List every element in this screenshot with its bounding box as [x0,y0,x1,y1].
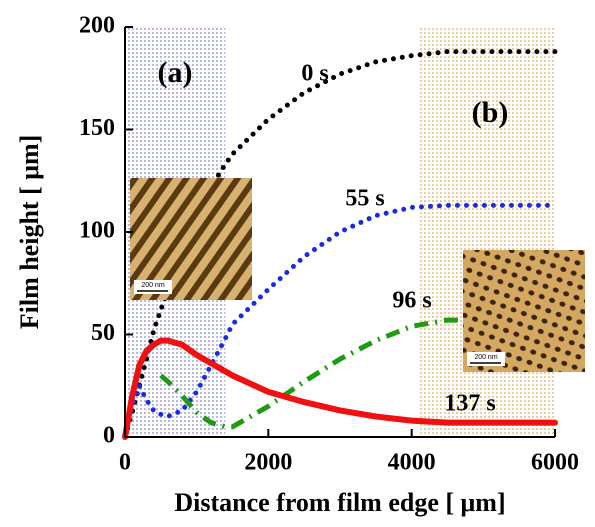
scale-label: 200 nm [474,354,498,361]
region-label: (b) [472,96,509,129]
series-label: 96 s [392,288,431,314]
series-label: 55 s [345,186,384,212]
x-tick-label: 6000 [531,450,579,476]
y-tick-label: 200 [79,13,115,39]
y-tick-label: 100 [79,218,115,244]
region [419,27,555,437]
y-tick-label: 0 [103,423,115,449]
y-tick-label: 50 [91,320,115,346]
series-label: 137 s [444,391,495,417]
series-label: 0 s [301,61,328,87]
region-label: (a) [158,56,193,89]
scale-label: 200 nm [141,282,165,289]
y-axis-title: Film height [ μm] [15,135,44,330]
y-tick-label: 150 [79,115,115,141]
x-tick-label: 4000 [388,450,436,476]
x-tick-label: 0 [119,450,131,476]
x-tick-label: 2000 [244,450,292,476]
chart: Distance from film edge [ μm] Film heigh… [0,0,595,522]
x-axis-title: Distance from film edge [ μm] [174,488,505,517]
